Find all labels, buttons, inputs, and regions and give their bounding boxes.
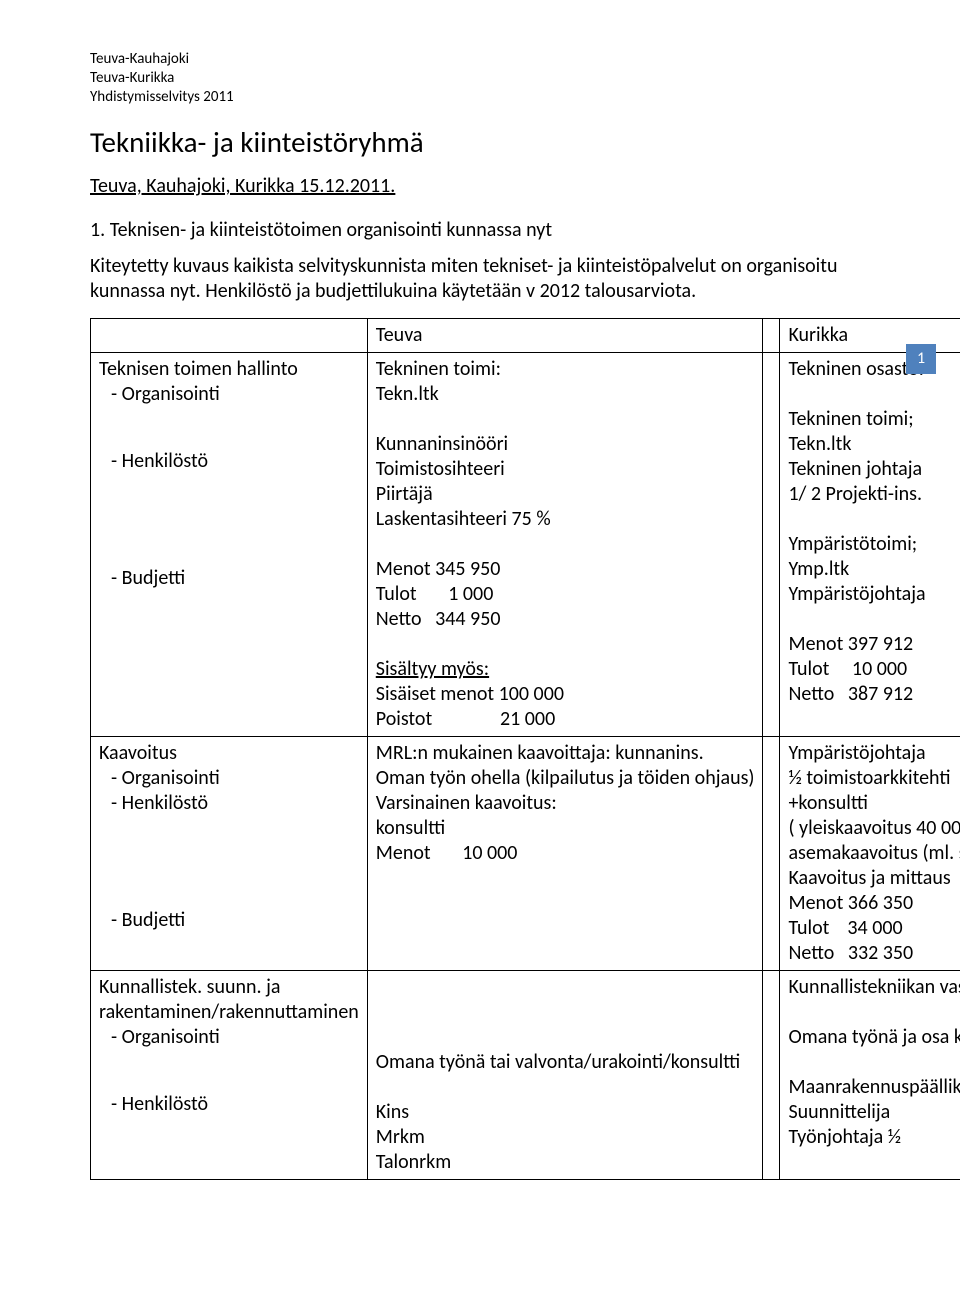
document-page: Teuva-Kauhajoki Teuva-Kurikka Yhdistymis… bbox=[0, 0, 960, 1220]
row-left-list: Organisointi Henkilöstö Budjetti bbox=[99, 766, 359, 933]
row-gap bbox=[763, 971, 780, 1180]
header-line-1: Teuva-Kauhajoki bbox=[90, 50, 890, 69]
row-left-title: Kunnallistek. suunn. ja rakentaminen/rak… bbox=[99, 975, 359, 1025]
row-left: Kunnallistek. suunn. ja rakentaminen/rak… bbox=[91, 971, 368, 1180]
row-left-list: Organisointi Henkilöstö bbox=[99, 1025, 359, 1117]
list-item: Organisointi bbox=[99, 1025, 359, 1050]
row-kurikka: Tekninen osasto: Tekninen toimi; Tekn.lt… bbox=[780, 353, 960, 737]
header-line-3: Yhdistymisselvitys 2011 bbox=[90, 88, 890, 107]
list-item: Organisointi bbox=[99, 382, 359, 407]
list-item: Henkilöstö bbox=[99, 791, 359, 816]
row-left-list: Organisointi Henkilöstö Budjetti bbox=[99, 382, 359, 591]
row-kurikka: Ympäristöjohtaja ½ toimistoarkkitehti +k… bbox=[780, 737, 960, 971]
table-row: Kunnallistek. suunn. ja rakentaminen/rak… bbox=[91, 971, 960, 1180]
row-gap bbox=[763, 737, 780, 971]
row-teuva-text: Omana työnä tai valvonta/urakointi/konsu… bbox=[376, 975, 755, 1175]
row-kurikka-text: Ympäristöjohtaja ½ toimistoarkkitehti +k… bbox=[788, 741, 960, 966]
row-teuva-text: Tekninen toimi: Tekn.ltk Kunnaninsinööri… bbox=[376, 357, 755, 657]
page-subtitle: Teuva, Kauhajoki, Kurikka 15.12.2011. bbox=[90, 174, 890, 198]
row-teuva-extra: Sisäiset menot 100 000 Poistot 21 000 bbox=[376, 682, 755, 732]
list-item: Henkilöstö bbox=[99, 1092, 359, 1117]
list-item: Henkilöstö bbox=[99, 449, 359, 474]
document-header: Teuva-Kauhajoki Teuva-Kurikka Yhdistymis… bbox=[90, 50, 890, 106]
row-teuva-extra-label: Sisältyy myös: bbox=[376, 657, 755, 682]
table-header-gap bbox=[763, 319, 780, 353]
header-line-2: Teuva-Kurikka bbox=[90, 69, 890, 88]
row-kurikka: Kunnallistekniikan vastuualue Omana työn… bbox=[780, 971, 960, 1180]
list-item: Budjetti bbox=[99, 908, 359, 933]
row-left: Kaavoitus Organisointi Henkilöstö Budjet… bbox=[91, 737, 368, 971]
list-item: Budjetti bbox=[99, 566, 359, 591]
page-title: Tekniikka- ja kiinteistöryhmä bbox=[90, 124, 890, 160]
section-heading: 1. Teknisen- ja kiinteistötoimen organis… bbox=[90, 218, 890, 242]
row-kurikka-text: Kunnallistekniikan vastuualue Omana työn… bbox=[788, 975, 960, 1150]
page-number-badge: 1 bbox=[906, 344, 936, 374]
table-header-row: Teuva Kurikka bbox=[91, 319, 960, 353]
row-left: Teknisen toimen hallinto Organisointi He… bbox=[91, 353, 368, 737]
row-teuva: MRL:n mukainen kaavoittaja: kunnanins. O… bbox=[367, 737, 763, 971]
table-row: Teknisen toimen hallinto Organisointi He… bbox=[91, 353, 960, 737]
table-header-empty bbox=[91, 319, 368, 353]
row-teuva: Omana työnä tai valvonta/urakointi/konsu… bbox=[367, 971, 763, 1180]
row-left-title: Teknisen toimen hallinto bbox=[99, 357, 359, 382]
data-table: Teuva Kurikka Teknisen toimen hallinto O… bbox=[90, 318, 960, 1180]
row-teuva: Tekninen toimi: Tekn.ltk Kunnaninsinööri… bbox=[367, 353, 763, 737]
table-row: Kaavoitus Organisointi Henkilöstö Budjet… bbox=[91, 737, 960, 971]
row-kurikka-text: Tekninen osasto: Tekninen toimi; Tekn.lt… bbox=[788, 357, 960, 707]
table-header-teuva: Teuva bbox=[367, 319, 763, 353]
row-gap bbox=[763, 353, 780, 737]
intro-paragraph: Kiteytetty kuvaus kaikista selvityskunni… bbox=[90, 254, 890, 304]
row-teuva-text: MRL:n mukainen kaavoittaja: kunnanins. O… bbox=[376, 741, 755, 866]
row-left-title: Kaavoitus bbox=[99, 741, 359, 766]
list-item: Organisointi bbox=[99, 766, 359, 791]
